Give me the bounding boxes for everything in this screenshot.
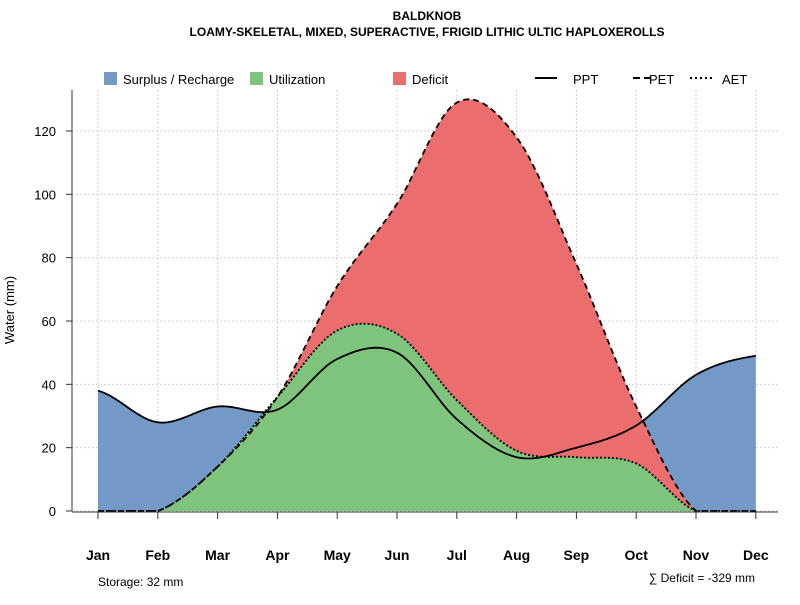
storage-annotation: Storage: 32 mm [98, 575, 183, 589]
legend-label: Surplus / Recharge [123, 72, 234, 87]
x-tick-label: Jan [86, 547, 110, 563]
y-axis-label: Water (mm) [2, 276, 17, 344]
x-tick-label: Jul [447, 547, 467, 563]
legend-swatch [104, 72, 117, 85]
lines [97, 98, 756, 512]
y-tick-label: 0 [49, 504, 56, 519]
legend-label: PET [649, 72, 674, 87]
legend-label: PPT [573, 72, 598, 87]
x-tick-label: Jun [385, 547, 410, 563]
x-tick-label: Oct [625, 547, 649, 563]
x-tick-label: Apr [265, 547, 290, 563]
y-tick-label: 60 [42, 314, 56, 329]
x-tick-label: Sep [564, 547, 590, 563]
y-tick-label: 40 [42, 377, 56, 392]
legend-swatch [250, 72, 263, 85]
legend-label: AET [722, 72, 747, 87]
chart-subtitle: LOAMY-SKELETAL, MIXED, SUPERACTIVE, FRIG… [190, 25, 665, 39]
y-tick-label: 120 [34, 124, 56, 139]
axes: 0 20 40 60 80 100 120 Jan Feb Mar Apr May Jun Jul Aug S… [34, 90, 778, 563]
legend-label: Deficit [412, 72, 449, 87]
y-tick-label: 100 [34, 187, 56, 202]
x-tick-label: Mar [205, 547, 230, 563]
utilization-area [98, 323, 756, 511]
x-tick-label: Aug [503, 547, 530, 563]
y-tick-label: 20 [42, 441, 56, 456]
deficit-annotation: ∑ Deficit = -329 mm [649, 571, 755, 585]
y-tick-label: 80 [42, 251, 56, 266]
chart-title: BALDKNOB [393, 9, 462, 23]
aet-line [98, 322, 756, 512]
legend-swatch [393, 72, 406, 85]
x-tick-label: May [324, 547, 351, 563]
x-tick-label: Feb [145, 547, 170, 563]
legend: Surplus / Recharge Utilization Deficit PPT P… [104, 72, 747, 87]
legend-label: Utilization [269, 72, 325, 87]
areas [98, 99, 756, 512]
deficit-area [98, 99, 756, 512]
ppt-line [97, 346, 756, 460]
x-tick-label: Dec [743, 547, 769, 563]
x-tick-label: Nov [683, 547, 710, 563]
